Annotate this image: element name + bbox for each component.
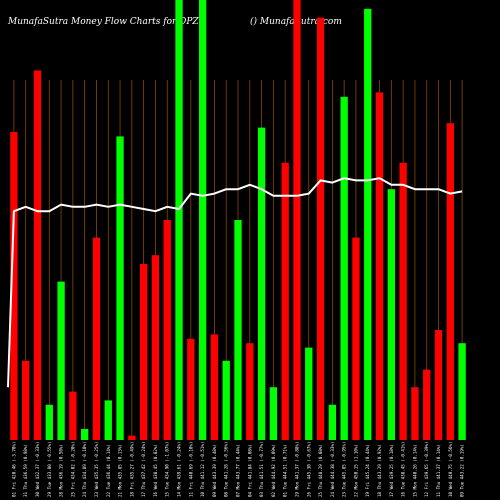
x-tick-label: 15 Tue 434.90 (-1.07%): [165, 442, 170, 497]
x-tick-label: 11 Fri 440.69 (-0.10%): [188, 442, 193, 497]
bar: [387, 189, 395, 440]
bar: [316, 17, 325, 440]
x-tick-label: 26 Fri 445.30 (-0.67%): [306, 442, 311, 497]
x-tick-label: 09 Wed 443.39 (0.48%): [212, 444, 217, 497]
x-tick-label: 31 Thu 436.59 (0.98%): [23, 444, 28, 497]
bar: [22, 360, 30, 440]
x-tick-label: 08 Tue 441.28 (-0.56%): [224, 442, 229, 497]
x-tick-label: 03 Thu 441.51 (-0.77%): [259, 442, 264, 497]
bar: [81, 429, 89, 440]
bar: [246, 343, 254, 440]
x-tick-label: 19 Fri 445.24 (0.44%): [365, 444, 370, 497]
bar: [33, 70, 42, 441]
x-tick-label: 10 Wed 440.75 (-0.56%): [448, 442, 453, 497]
x-tick-label: 17 Wed 439.25 (0.18%): [389, 444, 394, 497]
x-tick-label: 25 Thu 448.29 (0.88%): [318, 444, 323, 497]
bar: [328, 404, 337, 440]
bar: [352, 237, 360, 440]
bar: [257, 127, 266, 440]
x-tick-label: 01 Fri 420.46 (-3.70%): [11, 442, 16, 497]
bar: [340, 96, 348, 441]
x-tick-label: 14 Mon 439.61 (-0.24%): [177, 442, 182, 497]
x-tick-label: 29 Tue 433.80 (-0.55%): [47, 442, 52, 497]
bar: [187, 338, 195, 440]
bar: [305, 347, 313, 440]
x-tick-label: 25 Fri 434.02 (-0.20%): [70, 442, 75, 497]
x-tick-label: 09 Tue 443.22 (0.19%): [460, 444, 465, 497]
bar: [139, 264, 148, 440]
bar: [10, 132, 18, 440]
bar: [234, 220, 242, 440]
bar: [364, 8, 372, 441]
money-flow-line: [7, 177, 463, 388]
chart-title: MunafaSutra Money Flow Charts for DPZ: [7, 17, 199, 27]
x-tick-label: 22 Mon 450.15 (1.10%): [353, 444, 358, 497]
bar: [198, 0, 207, 440]
x-tick-label: 18 Thu 443.29 (0.92%): [377, 444, 382, 497]
x-tick-label: 11 Thu 441.37 (0.14%): [436, 444, 441, 497]
x-tick-label: 07 Mon 443.77 (0.44%): [236, 444, 241, 497]
x-tick-label: 30 Wed 432.37 (-0.33%): [35, 442, 40, 497]
x-tick-label: 22 Tue 436.44 (0.14%): [106, 444, 111, 497]
bars: [10, 0, 466, 441]
x-tick-label: 16 Wed 438.45 (0.82%): [153, 444, 158, 497]
x-tick-label: 24 Wed 444.38 (-0.33%): [330, 442, 335, 497]
x-tick-label: 21 Mon 435.85 (0.13%): [118, 444, 123, 497]
x-tick-label: 23 Tue 445.85 (-0.95%): [342, 442, 347, 497]
bar: [175, 0, 183, 440]
x-tick-label: 15 Mon 440.26 (0.14%): [412, 444, 417, 497]
bar: [423, 369, 431, 440]
x-tick-label: 16 Tue 438.45 (-0.41%): [401, 442, 406, 497]
bar: [269, 387, 278, 440]
x-tick-label: 29 Mon 441.37 (-0.88%): [294, 442, 299, 497]
bar: [210, 334, 219, 440]
bar: [151, 255, 160, 440]
x-tick-label: 24 Thu 434.89 (-0.10%): [82, 442, 87, 497]
bar: [163, 220, 171, 440]
x-tick-label: 17 Thu 437.42 (-0.24%): [141, 442, 146, 497]
bar: [128, 435, 136, 440]
bar: [222, 360, 230, 440]
bar: [69, 391, 77, 440]
bar: [92, 237, 101, 440]
x-tick-label: 12 Fri 439.65 (-0.39%): [424, 442, 429, 497]
bar: [411, 387, 419, 440]
x-tick-labels: 01 Fri 420.46 (-3.70%) 31 Thu 436.59 (0.9…: [11, 442, 464, 497]
x-tick-label: 02 Wed 444.92 (0.09%): [271, 444, 276, 497]
bar: [434, 330, 443, 440]
bar: [45, 404, 53, 440]
bar: [104, 400, 112, 440]
bar: [293, 0, 301, 440]
bar: [116, 136, 124, 440]
x-tick-label: 10 Thu 441.12 (-0.51%): [200, 442, 205, 497]
bar: [446, 123, 454, 440]
bar: [375, 92, 384, 441]
bar: [399, 162, 407, 441]
bar: [458, 343, 466, 440]
x-tick-label: 23 Wed 435.35 (-0.25%): [94, 442, 99, 497]
x-tick-label: 04 Fri 441.84 (0.08%): [247, 444, 252, 497]
x-tick-label: 28 Mon 436.19 (0.50%): [59, 444, 64, 497]
x-tick-label: 01 Tue 444.51 (0.71%): [283, 444, 288, 497]
x-tick-label: 18 Fri 435.27 (-0.49%): [129, 442, 134, 497]
bar: [281, 162, 289, 441]
bar: [57, 281, 65, 440]
